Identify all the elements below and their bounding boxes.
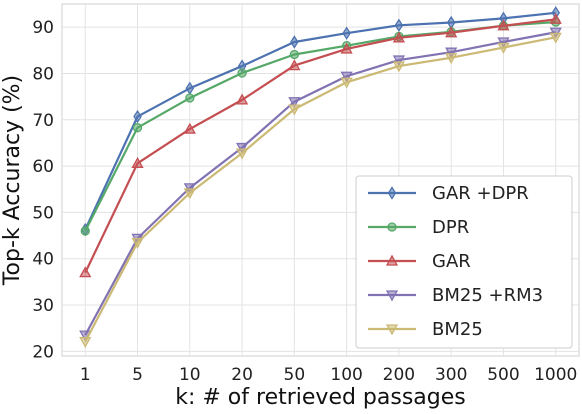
data-point xyxy=(288,97,301,109)
legend-item: BM25 +RM3 xyxy=(368,285,543,306)
data-point xyxy=(235,148,249,160)
legend-marker xyxy=(385,254,399,266)
y-tick-label: 50 xyxy=(32,203,54,223)
x-tick-label: 1 xyxy=(80,365,91,385)
data-point xyxy=(133,109,142,124)
x-tick-label: 100 xyxy=(330,365,362,385)
data-point xyxy=(392,61,406,73)
series-gar xyxy=(79,12,562,278)
legend-box xyxy=(355,175,573,349)
legend-marker xyxy=(385,290,399,302)
y-tick-label: 60 xyxy=(32,157,54,177)
x-tick-labels: 1 5 10 20 50 100 200 300 500 1000 xyxy=(80,365,578,385)
x-tick-label: 20 xyxy=(231,365,253,385)
y-axis-label: Top-k Accuracy (%) xyxy=(0,75,25,286)
data-point xyxy=(445,53,458,65)
data-point xyxy=(183,122,196,134)
data-point xyxy=(288,104,301,116)
data-point xyxy=(235,142,249,154)
legend: GAR +DPR DPR GAR BM25 +RM3 BM25 xyxy=(355,175,573,349)
legend-marker xyxy=(387,222,397,232)
data-point xyxy=(183,188,196,200)
data-point xyxy=(340,77,353,89)
data-point xyxy=(497,19,510,31)
data-point xyxy=(549,32,562,44)
series-bm25-rm3 xyxy=(79,27,562,342)
legend-marker xyxy=(385,324,399,336)
data-point xyxy=(340,71,353,83)
legend-item: GAR +DPR xyxy=(368,183,529,204)
data-point xyxy=(131,156,144,168)
y-tick-label: 70 xyxy=(32,111,54,131)
legend-label: BM25 +RM3 xyxy=(432,285,543,306)
data-point xyxy=(80,226,90,236)
legend-item: GAR xyxy=(368,251,471,272)
legend-label: BM25 xyxy=(432,319,483,340)
data-point xyxy=(497,42,510,54)
series-line xyxy=(84,18,556,274)
data-point xyxy=(289,49,300,60)
data-point xyxy=(237,68,247,78)
legend-item: DPR xyxy=(368,217,469,238)
series-line xyxy=(84,36,556,343)
data-point xyxy=(445,26,458,38)
x-tick-label: 200 xyxy=(383,365,415,385)
legend-marker xyxy=(387,186,397,200)
data-point xyxy=(392,55,406,67)
legend-label: GAR +DPR xyxy=(432,183,529,204)
data-point xyxy=(392,31,406,43)
x-tick-label: 50 xyxy=(284,365,306,385)
x-tick-label: 1000 xyxy=(534,365,577,385)
data-point xyxy=(235,93,249,105)
data-point xyxy=(445,47,458,59)
series-bm25 xyxy=(79,32,562,348)
x-tick-label: 5 xyxy=(132,365,143,385)
data-point xyxy=(290,35,299,49)
legend-item: BM25 xyxy=(368,319,483,340)
legend-label: GAR xyxy=(432,251,471,272)
legend-label: DPR xyxy=(432,217,469,238)
data-point xyxy=(394,18,404,33)
data-point xyxy=(549,12,562,24)
x-tick-label: 10 xyxy=(179,365,201,385)
x-axis-label: k: # of retrieved passages xyxy=(175,385,466,410)
data-point xyxy=(79,266,92,278)
x-tick-label: 300 xyxy=(435,365,467,385)
y-tick-label: 40 xyxy=(32,250,54,270)
series-line xyxy=(84,11,556,231)
data-point xyxy=(132,123,143,133)
data-point xyxy=(288,59,301,71)
data-point xyxy=(185,93,195,103)
x-tick-label: 500 xyxy=(487,365,519,385)
y-tick-label: 30 xyxy=(32,296,54,316)
y-tick-label: 80 xyxy=(32,64,54,84)
data-series xyxy=(79,6,562,348)
data-point xyxy=(342,26,351,40)
y-tick-label: 90 xyxy=(32,18,54,38)
series-line xyxy=(84,31,556,336)
data-point xyxy=(340,42,353,54)
y-tick-label: 20 xyxy=(32,342,54,362)
data-point xyxy=(131,237,144,249)
data-point xyxy=(497,37,510,49)
y-tick-labels: 20 30 40 50 60 70 80 90 xyxy=(32,18,54,362)
data-point xyxy=(79,336,92,348)
